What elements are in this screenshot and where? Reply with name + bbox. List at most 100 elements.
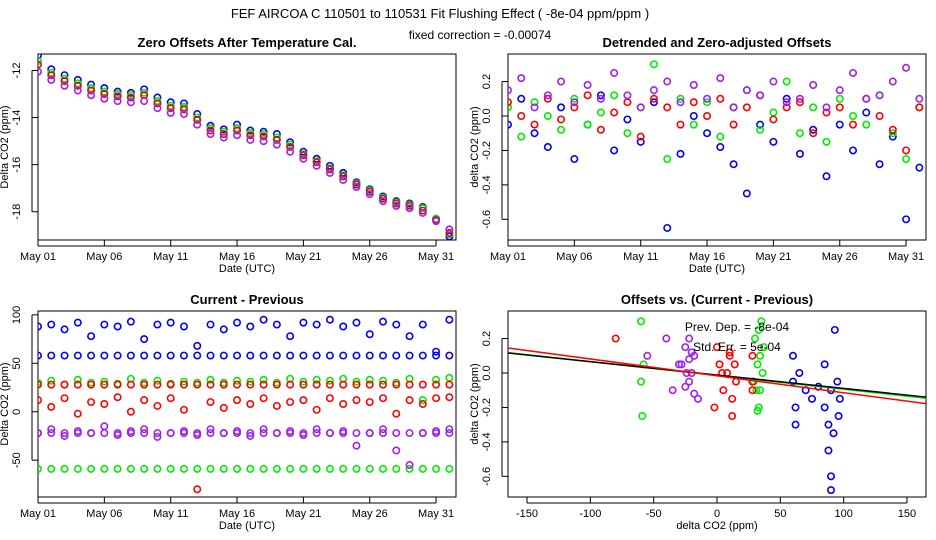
data-point <box>432 429 441 438</box>
data-point <box>272 429 281 438</box>
x-tick-label: -150 <box>516 508 538 520</box>
data-point <box>676 120 685 129</box>
data-point <box>570 103 579 112</box>
data-point <box>325 429 334 438</box>
data-point <box>140 380 149 389</box>
data-point <box>272 351 281 360</box>
data-point <box>719 386 728 395</box>
plot-frame <box>37 53 457 241</box>
data-point <box>219 133 228 142</box>
data-point <box>835 94 844 103</box>
panel-zero-offsets: Zero Offsets After Temperature Cal. May 0… <box>0 35 457 275</box>
data-point <box>753 360 762 369</box>
data-point <box>166 108 175 117</box>
data-point <box>902 146 911 155</box>
data-point <box>418 380 427 389</box>
data-point <box>60 77 69 86</box>
data-point <box>126 464 135 473</box>
data-point <box>100 320 109 329</box>
data-point <box>272 464 281 473</box>
y-tick-label: 0.0 <box>481 365 493 380</box>
data-point <box>166 318 175 327</box>
data-point <box>782 103 791 112</box>
data-point <box>445 429 454 438</box>
data-point <box>715 360 724 369</box>
data-point <box>392 351 401 360</box>
data-point <box>405 204 414 213</box>
data-point <box>312 351 321 360</box>
chart-title: Detrended and Zero-adjusted Offsets <box>603 35 832 50</box>
data-point <box>352 377 361 386</box>
data-point <box>325 376 334 385</box>
series-green <box>38 373 454 405</box>
data-point <box>716 94 725 103</box>
data-point <box>352 380 361 389</box>
data-point <box>822 103 831 112</box>
data-point <box>179 377 188 386</box>
data-point <box>742 86 751 95</box>
data-point <box>272 320 281 329</box>
data-point <box>233 429 242 438</box>
data-point <box>570 155 579 164</box>
x-tick-label: May 16 <box>219 508 255 520</box>
data-point <box>432 351 441 360</box>
data-point <box>259 380 268 389</box>
data-point <box>153 99 162 108</box>
data-point <box>649 94 658 103</box>
data-point <box>379 317 388 326</box>
data-point <box>60 325 69 334</box>
data-point <box>126 380 135 389</box>
data-point <box>379 425 388 434</box>
data-point <box>756 351 765 360</box>
data-point <box>834 412 843 421</box>
data-point <box>113 393 122 402</box>
data-point <box>445 225 454 234</box>
data-point <box>508 98 512 107</box>
data-point <box>259 137 268 146</box>
data-point <box>325 380 334 389</box>
data-point <box>113 322 122 331</box>
panel-current-minus-previous: Current - Previous May 01 May 06 May 11 May … <box>0 292 457 532</box>
annotation-1: Std. Err. = 5e-04 <box>693 340 781 354</box>
data-point <box>166 380 175 389</box>
data-point <box>299 380 308 389</box>
data-point <box>193 429 202 438</box>
data-point <box>60 429 69 438</box>
data-point <box>246 377 255 386</box>
data-point <box>636 137 645 146</box>
data-point <box>47 376 56 385</box>
data-point <box>432 375 441 384</box>
data-point <box>219 403 228 412</box>
data-point <box>610 146 619 155</box>
data-point <box>689 81 698 90</box>
data-point <box>791 420 800 429</box>
data-point <box>862 108 871 117</box>
data-point <box>193 380 202 389</box>
data-point <box>179 105 188 114</box>
data-point <box>246 464 255 473</box>
data-point <box>710 403 719 412</box>
data-point <box>246 322 255 331</box>
data-point <box>418 208 427 217</box>
x-tick-label: May 11 <box>153 251 188 263</box>
data-point <box>325 351 334 360</box>
data-point <box>392 201 401 210</box>
data-point <box>325 315 334 324</box>
data-point <box>272 401 281 410</box>
data-point <box>286 351 295 360</box>
data-point <box>769 137 778 146</box>
data-point <box>60 380 69 389</box>
data-point <box>638 412 647 421</box>
panel-detrended-offsets: Detrended and Zero-adjusted Offsets May 0… <box>469 35 927 275</box>
data-point <box>312 380 321 389</box>
data-point <box>325 464 334 473</box>
data-point <box>339 351 348 360</box>
data-point <box>753 406 762 415</box>
x-tick-label: May 26 <box>822 251 858 263</box>
data-point <box>405 429 414 438</box>
series-blue <box>38 315 454 356</box>
series-blue <box>508 91 924 232</box>
data-point <box>286 464 295 473</box>
data-point <box>610 108 619 117</box>
data-point <box>206 126 215 135</box>
